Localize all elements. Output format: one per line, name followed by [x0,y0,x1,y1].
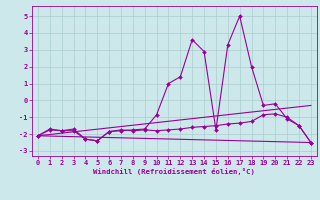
X-axis label: Windchill (Refroidissement éolien,°C): Windchill (Refroidissement éolien,°C) [93,168,255,175]
